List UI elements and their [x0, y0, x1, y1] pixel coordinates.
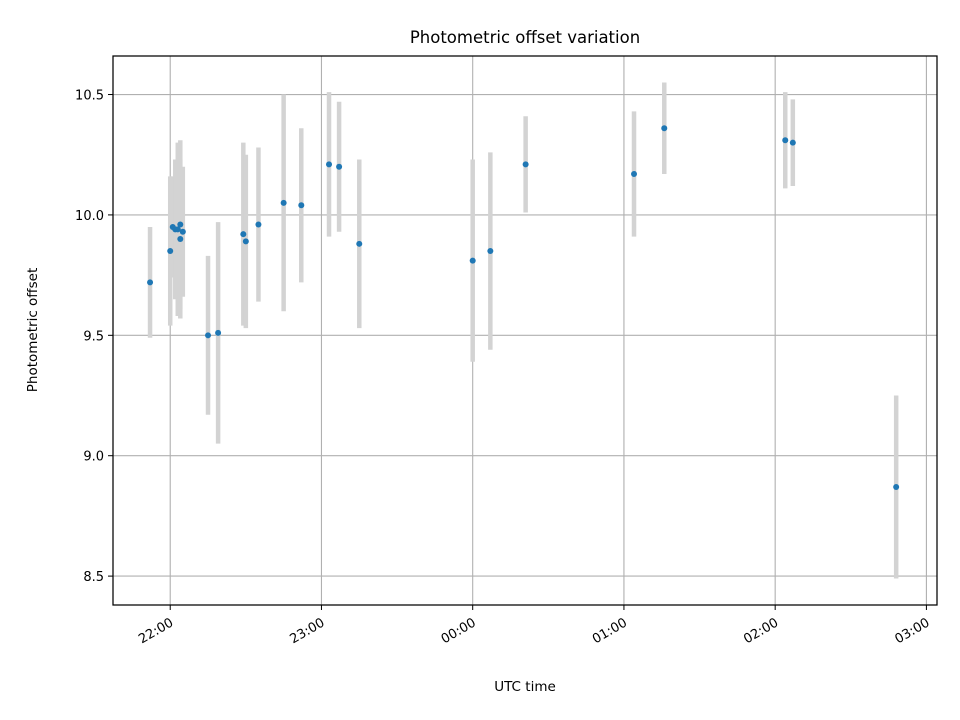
plot-frame: [112, 55, 938, 606]
grid: [113, 56, 937, 605]
data-point: [179, 228, 186, 235]
data-point: [522, 161, 529, 168]
data-point: [336, 163, 343, 170]
data-point: [174, 226, 181, 233]
data-point: [215, 329, 222, 336]
data-point: [631, 170, 638, 177]
data-point: [205, 332, 212, 339]
y-tick-label: 10.5: [75, 89, 104, 104]
data-point: [789, 139, 796, 146]
data-point: [893, 484, 900, 491]
chart-title: Photometric offset variation: [410, 28, 640, 47]
data-point: [167, 248, 174, 255]
data-point: [298, 202, 305, 209]
y-axis-label: Photometric offset: [25, 268, 41, 392]
data-point: [326, 161, 333, 168]
data-point: [356, 240, 363, 247]
data-point: [177, 236, 184, 242]
x-axis-label: UTC time: [494, 679, 556, 695]
y-tick-label: 8.5: [83, 570, 104, 585]
data-points: [147, 125, 900, 491]
data-point: [782, 137, 789, 144]
data-point: [177, 221, 184, 228]
data-point: [469, 257, 476, 264]
data-point: [487, 248, 494, 255]
y-axis-ticks: 8.5 9.0 9.5 10.0 10.5: [75, 89, 113, 585]
data-point: [147, 279, 154, 286]
data-point: [280, 199, 287, 206]
data-point: [242, 238, 249, 245]
y-tick-label: 10.0: [75, 209, 104, 224]
data-point: [661, 125, 668, 132]
data-point: [255, 221, 262, 228]
y-tick-label: 9.0: [83, 450, 104, 465]
data-point: [240, 231, 247, 238]
y-tick-label: 9.5: [83, 329, 104, 344]
